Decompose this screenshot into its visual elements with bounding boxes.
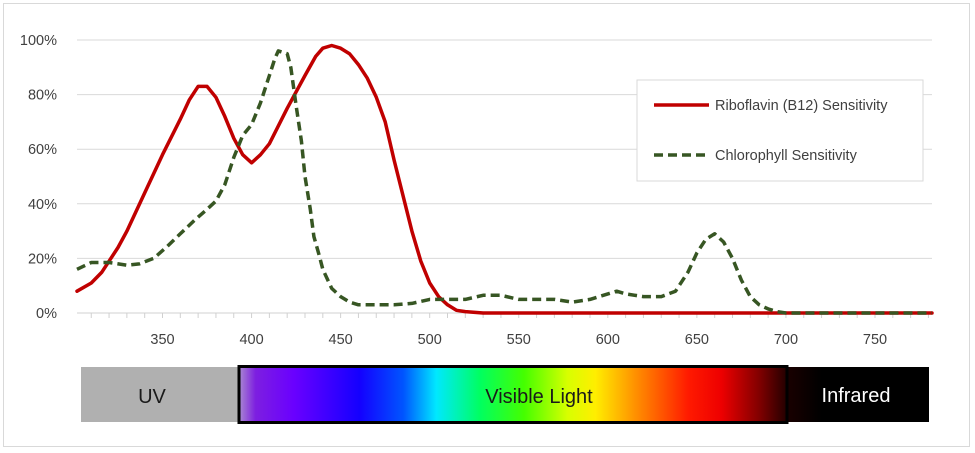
chlorophyll-sensitivity-line (76, 49, 932, 315)
visible-band-border (237, 365, 789, 424)
y-tick-label: 80% (28, 88, 57, 104)
x-tick-label: 350 (150, 332, 174, 348)
spectrum-bar: UV Visible Light Infrared (81, 365, 929, 424)
x-tick-label: 550 (507, 332, 531, 348)
legend-label-chlorophyll: Chlorophyll Sensitivity (715, 148, 858, 164)
x-tick-label: 400 (239, 332, 263, 348)
y-tick-label: 100% (20, 33, 57, 49)
riboflavin-sensitivity-line (75, 43, 934, 315)
infrared-label: Infrared (822, 385, 891, 407)
y-tick-label: 0% (36, 306, 57, 322)
x-tick-label: 700 (774, 332, 798, 348)
y-tick-label: 60% (28, 142, 57, 158)
uv-label: UV (138, 386, 166, 408)
x-tick-label: 650 (685, 332, 709, 348)
x-tick-label: 450 (329, 332, 353, 348)
x-tick-label: 500 (418, 332, 442, 348)
legend-label-riboflavin: Riboflavin (B12) Sensitivity (715, 98, 888, 114)
legend-box (636, 79, 924, 182)
series-lines (75, 43, 934, 315)
y-tick-label: 20% (28, 251, 57, 267)
legend: Riboflavin (B12) Sensitivity Chlorophyll… (636, 79, 924, 182)
visible-light-label: Visible Light (485, 386, 593, 408)
uv-band (81, 367, 242, 422)
spectrum-chart: 0% 20% 40% 60% 80% 100% 350 400 450 500 550 600 650… (20, 33, 934, 424)
x-axis-ticks: 350 400 450 500 550 600 650 700 750 (90, 313, 929, 348)
y-tick-label: 40% (28, 197, 57, 213)
chart-frame: 0% 20% 40% 60% 80% 100% 350 400 450 500 550 600 650… (3, 3, 970, 447)
x-tick-label: 600 (596, 332, 620, 348)
infrared-band (786, 367, 929, 422)
visible-band (239, 367, 787, 422)
x-tick-label: 750 (863, 332, 887, 348)
y-axis-ticks: 0% 20% 40% 60% 80% 100% (20, 33, 57, 322)
